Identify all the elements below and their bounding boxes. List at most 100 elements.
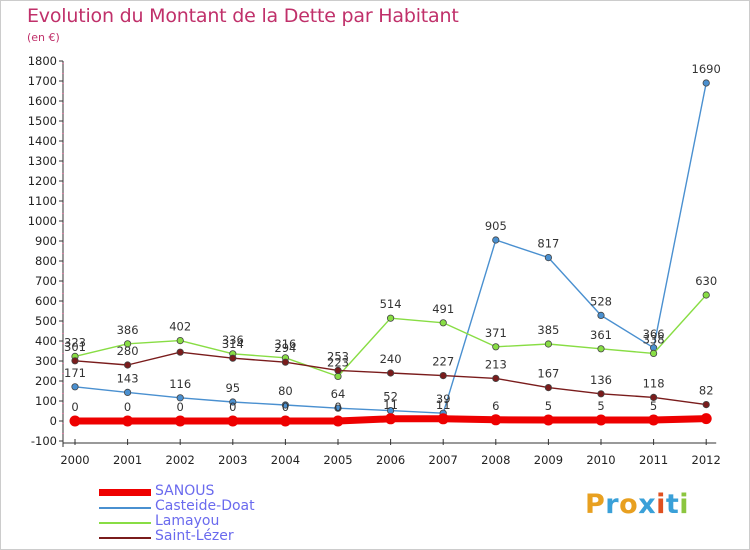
x-axis: 2000 2001 2002 2003 2004 2005 2006 2007 2008 2009… [60,439,721,467]
y-tick-label: 100 [35,394,57,408]
y-tick-label: 1100 [28,194,57,208]
legend-label: SANOUS [155,483,215,499]
data-label-lamayou: 361 [590,328,612,342]
data-label-saint-l-zer: 82 [699,384,714,398]
y-tick-label: -100 [31,434,57,448]
data-point-sanous [437,413,449,425]
data-point-lamayou [544,340,553,348]
y-tick-label: 1500 [28,114,57,128]
y-axis: -100 0 100 200 300 400 500 600 700 800 900 1000 1100… [28,54,64,448]
x-tick-label: 2007 [429,453,458,467]
data-label-casteide-doat: 171 [64,366,86,380]
x-tick-label: 2003 [218,453,247,467]
legend-item-saint-l-zer: Saint-Lézer [99,528,339,545]
data-point-lamayou [702,291,710,299]
data-label-sanous: 6 [492,399,499,413]
data-point-sanous [648,414,660,426]
logo-letter: i [656,489,666,520]
data-point-sanous [122,415,134,427]
x-tick-label: 2006 [376,453,405,467]
logo-letter: o [619,489,639,520]
data-point-lamayou [124,340,132,348]
legend-swatch [99,537,151,539]
x-tick-label: 2008 [481,453,510,467]
legend-swatch [99,522,151,524]
data-point-casteide-doat [334,404,342,412]
data-label-sanous: 0 [71,400,78,414]
data-point-saint-l-zer [386,369,395,377]
data-label-sanous: 0 [334,400,341,414]
logo-letter: i [679,489,690,520]
x-tick-label: 2009 [534,453,563,467]
data-point-sanous [69,415,81,427]
y-tick-label: 1700 [28,74,57,88]
data-point-saint-l-zer [71,357,79,365]
logo-letter: P [585,489,606,520]
logo-letter: t [665,489,680,520]
y-tick-label: 1300 [28,154,57,168]
data-label-sanous: 0 [229,400,236,414]
data-label-casteide-doat: 528 [590,294,612,308]
legend-item-casteide-doat: Casteide-Doat [99,498,339,515]
data-point-casteide-doat [71,383,79,391]
logo-letter: x [638,489,657,520]
data-point-sanous [385,413,397,425]
data-label-casteide-doat: 95 [225,381,240,395]
data-label-casteide-doat: 817 [537,237,559,251]
data-label-lamayou: 402 [169,320,191,334]
data-point-lamayou [176,336,184,345]
data-label-sanous: 5 [597,399,604,413]
chart-title: Evolution du Montant de la Dette par Hab… [27,5,459,27]
legend-label: Casteide-Doat [155,498,255,514]
data-label-saint-l-zer: 240 [380,352,402,366]
data-point-lamayou [439,319,447,327]
data-point-lamayou [649,349,658,357]
legend-item-sanous: SANOUS [99,483,339,500]
data-label-lamayou: 336 [222,333,244,347]
data-point-casteide-doat [176,394,184,402]
data-point-lamayou [334,372,342,380]
y-tick-label: 1800 [28,54,57,68]
data-label-lamayou: 316 [274,337,296,351]
y-tick-label: 0 [50,414,57,428]
data-label-casteide-doat: 1690 [692,62,721,76]
y-tick-label: 900 [35,234,57,248]
data-label-sanous: 0 [177,400,184,414]
data-point-sanous [279,415,291,427]
data-label-saint-l-zer: 118 [643,376,665,390]
y-tick-label: 500 [35,314,57,328]
x-tick-label: 2011 [639,453,668,467]
data-label-lamayou: 371 [485,326,507,340]
x-tick-label: 2010 [586,453,615,467]
data-label-saint-l-zer: 301 [64,340,86,354]
data-label-casteide-doat: 80 [278,384,293,398]
data-label-casteide-doat: 905 [485,219,507,233]
y-tick-label: 800 [35,254,57,268]
x-tick-label: 2005 [323,453,352,467]
data-label-lamayou: 223 [327,355,349,369]
data-label-lamayou: 514 [380,297,402,311]
data-point-lamayou [386,314,395,322]
data-point-saint-l-zer [702,400,710,409]
data-label-lamayou: 491 [432,302,454,316]
data-point-saint-l-zer [597,390,605,398]
data-point-casteide-doat [124,388,132,396]
data-label-casteide-doat: 143 [117,371,139,385]
data-point-casteide-doat [702,79,710,87]
data-label-casteide-doat: 39 [436,392,451,406]
y-tick-label: 1400 [28,134,57,148]
x-tick-label: 2001 [113,453,142,467]
data-point-saint-l-zer [439,371,447,380]
data-point-sanous [542,414,554,426]
data-point-saint-l-zer [281,358,289,366]
y-tick-label: 600 [35,294,57,308]
data-point-saint-l-zer [649,393,658,401]
data-point-casteide-doat [229,398,237,406]
x-tick-label: 2004 [271,453,300,467]
data-point-casteide-doat [281,401,289,409]
data-point-sanous [174,415,186,427]
proxiti-logo: Proxiti [585,489,689,520]
data-label-casteide-doat: 116 [169,377,191,391]
data-point-lamayou [492,343,500,351]
